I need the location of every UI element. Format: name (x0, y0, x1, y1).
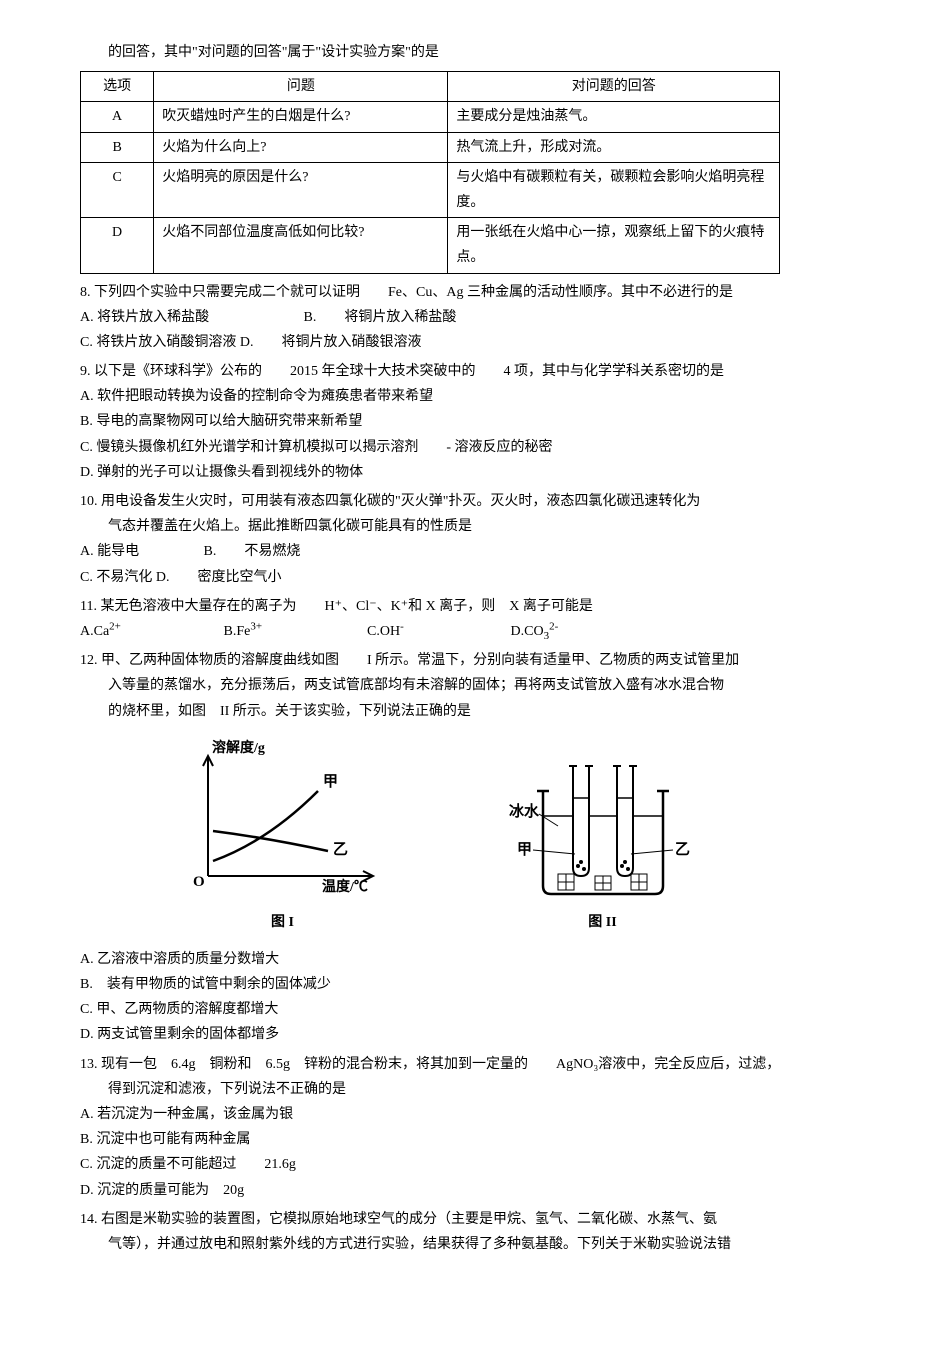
fig2-label-left: 甲 (517, 841, 532, 858)
q11-opt-b: B.Fe3+ (224, 619, 364, 644)
figure-1: O 溶解度/g 温度/℃ 甲 乙 图 I (178, 736, 388, 935)
q8-opt-a: A. 将铁片放入稀盐酸 (80, 305, 300, 330)
q12-opt-d: D. 两支试管里剩余的固体都增多 (80, 1022, 890, 1047)
q7-th-answer: 对问题的回答 (448, 72, 780, 102)
q7-cell: A (81, 102, 154, 132)
q8-opt-b: B. 将铜片放入稀盐酸 (304, 305, 457, 330)
q9-opt-b: B. 导电的高聚物网可以给大脑研究带来新希望 (80, 409, 890, 434)
fig1-caption: 图 I (178, 910, 388, 935)
q8-opt-c: C. 将铁片放入硝酸铜溶液 (80, 335, 236, 350)
table-row: B 火焰为什么向上? 热气流上升，形成对流。 (81, 132, 780, 162)
q7-cell: 与火焰中有碳颗粒有关，碳颗粒会影响火焰明亮程度。 (448, 162, 780, 217)
q9-opt-d: D. 弹射的光子可以让摄像头看到视线外的物体 (80, 460, 890, 485)
q13-opt-d: D. 沉淀的质量可能为 20g (80, 1178, 890, 1203)
q7-th-question: 问题 (154, 72, 448, 102)
q11-options: A.Ca2+ B.Fe3+ C.OH- D.CO32- (80, 619, 890, 644)
q7-cell: 火焰不同部位温度高低如何比较? (154, 218, 448, 273)
q12-opt-a: A. 乙溶液中溶质的质量分数增大 (80, 947, 890, 972)
figure-2: 冰水 甲 乙 图 II (503, 736, 703, 935)
q10-opt-d: D. 密度比空气小 (156, 570, 282, 585)
q10-stem2: 气态并覆盖在火焰上。据此推断四氯化碳可能具有的性质是 (80, 514, 890, 539)
q11-opt-d: D.CO32- (511, 619, 559, 644)
fig2-label-right: 乙 (675, 842, 690, 858)
table-row: A 吹灭蜡烛时产生的白烟是什么? 主要成分是烛油蒸气。 (81, 102, 780, 132)
q9-opt-a: A. 软件把眼动转换为设备的控制命令为瘫痪患者带来希望 (80, 384, 890, 409)
q14-stem1: 14. 右图是米勒实验的装置图，它模拟原始地球空气的成分（主要是甲烷、氢气、二氧… (80, 1207, 890, 1232)
fig1-series1: 甲 (323, 773, 338, 790)
q7-cell: 吹灭蜡烛时产生的白烟是什么? (154, 102, 448, 132)
q8-stem: 8. 下列四个实验中只需要完成二个就可以证明 Fe、Cu、Ag 三种金属的活动性… (80, 280, 890, 305)
q7-cell: 用一张纸在火焰中心一掠，观察纸上留下的火痕特点。 (448, 218, 780, 273)
q13-stem2: 得到沉淀和滤液，下列说法不正确的是 (80, 1077, 890, 1102)
q7-intro-continuation: 的回答，其中"对问题的回答"属于"设计实验方案"的是 (80, 40, 890, 65)
fig1-origin: O (193, 874, 205, 890)
q12-opt-c: C. 甲、乙两物质的溶解度都增大 (80, 997, 890, 1022)
q13-opt-b: B. 沉淀中也可能有两种金属 (80, 1127, 890, 1152)
q10-stem1: 10. 用电设备发生火灾时，可用装有液态四氯化碳的"灭火弹"扑灭。灭火时，液态四… (80, 489, 890, 514)
q10-opt-b: B. 不易燃烧 (204, 539, 301, 564)
q10-opt-a: A. 能导电 (80, 539, 200, 564)
fig1-xlabel: 温度/℃ (322, 878, 368, 895)
q7-cell: 火焰明亮的原因是什么? (154, 162, 448, 217)
q12-stem2: 入等量的蒸馏水，充分振荡后，两支试管底部均有未溶解的固体；再将两支试管放入盛有冰… (80, 673, 890, 698)
q7-table: 选项 问题 对问题的回答 A 吹灭蜡烛时产生的白烟是什么? 主要成分是烛油蒸气。… (80, 71, 780, 273)
q12-stem3: 的烧杯里，如图 II 所示。关于该实验，下列说法正确的是 (80, 699, 890, 724)
q11-opt-a: A.Ca2+ (80, 619, 220, 644)
q12-stem1: 12. 甲、乙两种固体物质的溶解度曲线如图 I 所示。常温下，分别向装有适量甲、… (80, 648, 890, 673)
q7-cell: C (81, 162, 154, 217)
q7-cell: 火焰为什么向上? (154, 132, 448, 162)
q9-opt-c: C. 慢镜头摄像机红外光谱学和计算机模拟可以揭示溶剂 - 溶液反应的秘密 (80, 435, 890, 460)
q9-stem: 9. 以下是《环球科学》公布的 2015 年全球十大技术突破中的 4 项，其中与… (80, 359, 890, 384)
q12-opt-b: B. 装有甲物质的试管中剩余的固体减少 (80, 972, 890, 997)
q7-th-option: 选项 (81, 72, 154, 102)
q7-cell: 主要成分是烛油蒸气。 (448, 102, 780, 132)
q7-cell: B (81, 132, 154, 162)
q8-opt-d: D. 将铜片放入硝酸银溶液 (240, 335, 422, 350)
fig2-label-ice: 冰水 (509, 802, 540, 820)
table-row: D 火焰不同部位温度高低如何比较? 用一张纸在火焰中心一掠，观察纸上留下的火痕特… (81, 218, 780, 273)
fig1-ylabel: 溶解度/g (212, 739, 265, 756)
q11-stem: 11. 某无色溶液中大量存在的离子为 H⁺、Cl⁻、K⁺和 X 离子，则 X 离… (80, 594, 890, 619)
q10-opt-c: C. 不易汽化 (80, 570, 152, 585)
q11-opt-c: C.OH- (367, 619, 507, 644)
table-row: C 火焰明亮的原因是什么? 与火焰中有碳颗粒有关，碳颗粒会影响火焰明亮程度。 (81, 162, 780, 217)
fig1-series2: 乙 (333, 842, 348, 858)
q13-opt-c: C. 沉淀的质量不可能超过 21.6g (80, 1152, 890, 1177)
q14-stem2: 气等），并通过放电和照射紫外线的方式进行实验，结果获得了多种氨基酸。下列关于米勒… (80, 1232, 890, 1257)
fig2-caption: 图 II (503, 910, 703, 935)
q13-stem1: 13. 现有一包 6.4g 铜粉和 6.5g 锌粉的混合粉末，将其加到一定量的 … (80, 1052, 890, 1077)
q7-cell: D (81, 218, 154, 273)
q7-cell: 热气流上升，形成对流。 (448, 132, 780, 162)
q13-opt-a: A. 若沉淀为一种金属，该金属为银 (80, 1102, 890, 1127)
